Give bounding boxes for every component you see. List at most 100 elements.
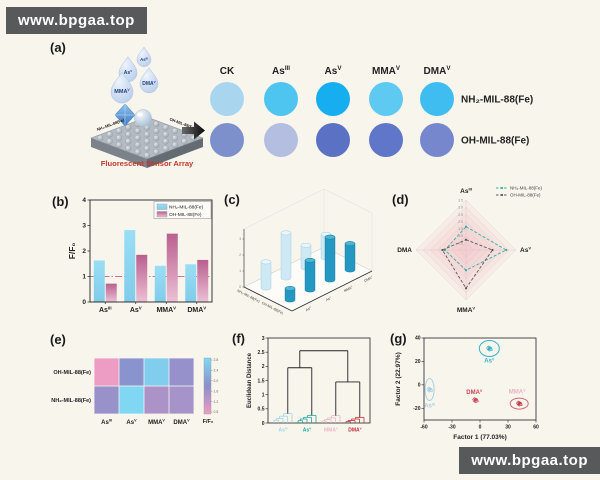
colorbar-tick-label: 2.0	[214, 379, 219, 383]
cluster-label: MMAV	[324, 427, 339, 434]
x-category-label: AsV	[130, 305, 142, 314]
panel-g-scatter-plot: -60 -30 0 30 60 -20 0 20 40 Factor 1 (77.03%) Fact…	[395, 336, 539, 441]
heatmap-row-label: OH-MIL-88(Fe)	[53, 370, 91, 376]
colorbar-tick-label: 1.2	[214, 400, 219, 404]
colorbar-tick-label: 0.8	[214, 410, 219, 414]
category-tick-label: MMAV	[343, 285, 354, 293]
y-tick-label: 0	[262, 421, 265, 427]
cylinder-bar	[304, 258, 316, 293]
x-tick-label: 0	[479, 425, 482, 431]
radial-tick-label: 2.0	[458, 220, 463, 224]
y-axis-title: Euclidean Distance	[247, 352, 253, 408]
analyte-droplet-icon: AsIII	[136, 46, 152, 67]
cluster-label: DMAV	[348, 427, 362, 434]
spot-column-header: AsIII	[272, 65, 290, 77]
x-category-label: DMAV	[187, 305, 206, 314]
chip-bump	[143, 138, 151, 145]
sensor-spot	[420, 82, 454, 116]
radar-axis-label: AsV	[520, 246, 531, 254]
cluster-label: AsV	[303, 427, 312, 434]
y-axis-title: F/F₀	[67, 243, 77, 260]
chip-bump	[143, 145, 151, 152]
category-tick-label: AsIII	[305, 306, 312, 312]
legend-label: OH-MIL-88(Fe)	[510, 193, 541, 198]
chip-bump	[125, 131, 132, 138]
legend: NH₂-MIL-88(Fe)OH-MIL-88(Fe)	[153, 201, 212, 219]
chip-bump	[125, 124, 132, 131]
chip-bump	[106, 138, 113, 145]
x-category-label: AsIII	[99, 305, 112, 314]
colorbar	[203, 357, 212, 415]
category-tick-label: AsV	[325, 296, 332, 302]
colorbar-title: F/F₀	[203, 419, 214, 425]
droplet-label: DMAV	[142, 80, 156, 87]
dendrogram-cluster	[273, 413, 293, 423]
legend-label: NH₂-MIL-88(Fe)	[510, 186, 543, 191]
sensor-spot	[420, 123, 454, 157]
chip-bump	[162, 145, 169, 152]
sensor-spot	[264, 123, 298, 157]
bar	[154, 265, 166, 302]
sensor-spot	[210, 82, 244, 116]
chip-bump	[171, 141, 179, 149]
scatter-cluster: DMAV	[466, 389, 483, 404]
cluster-label: AsIII	[424, 402, 435, 409]
cluster-label: MMAV	[509, 388, 526, 395]
sensor-spot	[316, 82, 350, 116]
sensor-spot	[369, 82, 403, 116]
droplet-label: AsV	[124, 69, 133, 76]
cylinder-bar	[280, 230, 292, 281]
radial-tick-label: 1.5	[458, 227, 463, 231]
radar-grid-ring	[415, 199, 517, 301]
chip-bump	[134, 134, 141, 142]
sensor-spot	[316, 123, 350, 157]
heatmap-cell	[144, 358, 169, 386]
radar-axis-label: DMA	[397, 247, 412, 254]
y-tick-label: 1	[262, 392, 265, 398]
arrow-icon	[182, 121, 205, 140]
scatter-cluster: AsIII	[424, 378, 435, 410]
chip-bump	[162, 138, 169, 145]
y-tick-label: 40	[415, 336, 421, 342]
category-tick-label: DMAV	[364, 275, 375, 283]
sensor-array-caption: Fluorescent Sensor Array	[101, 159, 194, 168]
bar	[185, 264, 197, 302]
y-tick-label: 4	[82, 197, 86, 204]
cylinder-bar	[344, 241, 356, 273]
panel-c-label: (c)	[224, 192, 240, 207]
radial-tick-label: 1.0	[458, 234, 463, 238]
panel-b-bar-chart: 0 1 2 3 4 AsIII AsV MMAV DMAV F/F₀ NH₂-MIL-88(Fe)O…	[67, 197, 213, 314]
dendrogram-cluster	[297, 414, 317, 423]
heatmap-cell	[169, 358, 194, 386]
z-tick-label: 2	[239, 253, 241, 257]
chip-bump	[134, 148, 141, 156]
chip-bump	[162, 131, 169, 138]
colorbar-tick-label: 2.8	[214, 358, 219, 362]
bar	[124, 230, 136, 302]
x-axis-title: Factor 1 (77.03%)	[453, 434, 506, 441]
bar	[136, 254, 148, 302]
panel-b-label: (b)	[52, 194, 69, 209]
sensor-spot	[210, 123, 244, 157]
panel-d-label: (d)	[392, 192, 409, 207]
radial-tick-label: 3.0	[458, 206, 463, 210]
z-tick-label: 1	[239, 269, 241, 273]
spot-row-label: NH₂-MIL-88(Fe)	[461, 95, 533, 106]
radial-tick-label: 2.5	[458, 213, 463, 217]
chip-bump	[97, 134, 104, 142]
analyte-droplet-icon: DMAV	[139, 67, 159, 94]
spot-row-label: OH-MIL-88(Fe)	[461, 136, 529, 147]
panel-c-3d-bar-chart: 0123AsIIIAsVMMAVDMAVNH₂-MIL-88(Fe)OH-MIL…	[236, 188, 375, 315]
watermark-bottom-right: www.bpgaa.top	[459, 447, 600, 474]
panel-f-dendrogram: 0 0.5 1 1.5 2 2.5 3 Euclidean Distance AsIII AsV M…	[247, 336, 371, 434]
y-tick-label: 1	[82, 274, 86, 281]
heatmap-column-label: AsV	[126, 419, 137, 426]
chip-bump	[115, 127, 123, 135]
heatmap-cell	[94, 386, 119, 414]
chip-bump	[115, 134, 123, 142]
droplet-label: MMAV	[114, 88, 130, 95]
chip-bump	[106, 131, 113, 138]
chip-bump	[115, 141, 123, 149]
heatmap-cell	[169, 386, 194, 414]
